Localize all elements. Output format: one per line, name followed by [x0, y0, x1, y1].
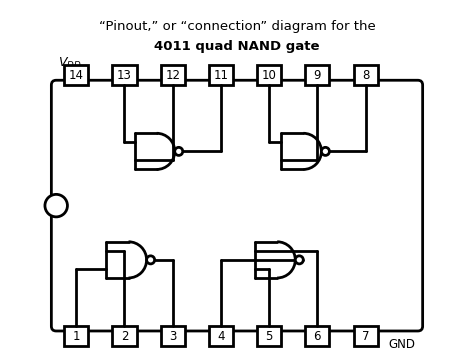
FancyBboxPatch shape [51, 80, 423, 331]
Bar [64, 326, 88, 346]
Circle shape [146, 256, 155, 264]
Text: 12: 12 [165, 69, 180, 81]
Bar [161, 65, 185, 85]
Circle shape [295, 256, 303, 264]
Text: 5: 5 [265, 330, 273, 343]
Text: 4: 4 [217, 330, 225, 343]
Bar [112, 65, 137, 85]
Text: “Pinout,” or “connection” diagram for the: “Pinout,” or “connection” diagram for th… [99, 20, 375, 33]
Bar [305, 65, 329, 85]
Text: 8: 8 [362, 69, 369, 81]
Text: 13: 13 [117, 69, 132, 81]
Text: 2: 2 [121, 330, 128, 343]
Text: 9: 9 [314, 69, 321, 81]
Bar [209, 65, 233, 85]
Text: 3: 3 [169, 330, 176, 343]
Text: 1: 1 [73, 330, 80, 343]
Bar [257, 326, 281, 346]
Text: 4011 quad NAND gate: 4011 quad NAND gate [154, 41, 320, 53]
Text: 6: 6 [314, 330, 321, 343]
Circle shape [321, 147, 329, 155]
Circle shape [175, 147, 183, 155]
Bar [257, 65, 281, 85]
Bar [112, 326, 137, 346]
Circle shape [45, 194, 67, 217]
Text: 11: 11 [213, 69, 228, 81]
Bar [354, 65, 378, 85]
Text: 14: 14 [69, 69, 84, 81]
Text: 10: 10 [262, 69, 277, 81]
Bar [64, 65, 88, 85]
Bar [161, 326, 185, 346]
Text: GND: GND [389, 338, 416, 351]
Bar [209, 326, 233, 346]
Text: $V_{DD}$: $V_{DD}$ [58, 55, 82, 70]
Bar [305, 326, 329, 346]
Text: 7: 7 [362, 330, 369, 343]
Bar [354, 326, 378, 346]
